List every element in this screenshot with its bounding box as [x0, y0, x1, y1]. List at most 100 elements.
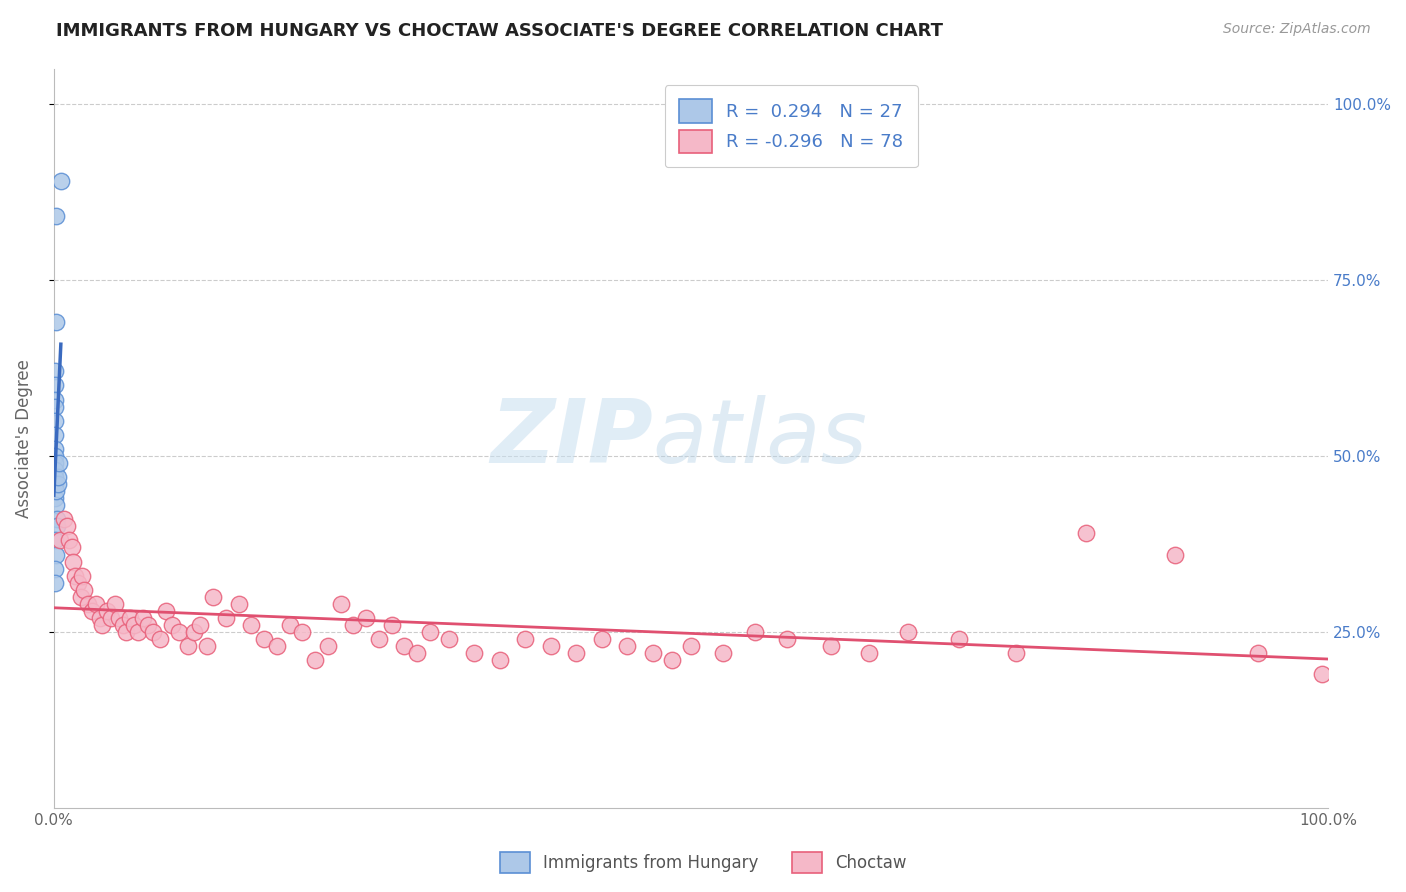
- Point: [45, 210, 67, 224]
- Text: Source: ZipAtlas.com: Source: ZipAtlas.com: [1223, 22, 1371, 37]
- Legend: R =  0.294   N = 27, R = -0.296   N = 78: R = 0.294 N = 27, R = -0.296 N = 78: [665, 85, 918, 168]
- Point: [44, 463, 66, 477]
- Point: [342, 618, 364, 632]
- Point: [44, 470, 66, 484]
- Point: [316, 639, 339, 653]
- Point: [240, 618, 263, 632]
- Point: [96, 604, 118, 618]
- Point: [62, 555, 84, 569]
- Point: [120, 611, 142, 625]
- Point: [132, 611, 155, 625]
- Point: [48, 456, 70, 470]
- Point: [49, 533, 72, 548]
- Point: [44, 400, 66, 414]
- Point: [162, 618, 184, 632]
- Point: [304, 653, 326, 667]
- Text: atlas: atlas: [652, 395, 868, 482]
- Point: [44, 491, 66, 505]
- Point: [44, 442, 66, 456]
- Point: [44, 449, 66, 463]
- Point: [69, 590, 91, 604]
- Legend: Immigrants from Hungary, Choctaw: Immigrants from Hungary, Choctaw: [494, 846, 912, 880]
- Point: [183, 625, 205, 640]
- Point: [45, 512, 67, 526]
- Point: [115, 625, 138, 640]
- Point: [489, 653, 512, 667]
- Text: IMMIGRANTS FROM HUNGARY VS CHOCTAW ASSOCIATE'S DEGREE CORRELATION CHART: IMMIGRANTS FROM HUNGARY VS CHOCTAW ASSOC…: [56, 22, 943, 40]
- Point: [70, 568, 93, 582]
- Point: [437, 632, 460, 646]
- Point: [44, 427, 66, 442]
- Point: [44, 561, 66, 575]
- Point: [775, 632, 797, 646]
- Point: [45, 484, 67, 499]
- Point: [44, 392, 66, 407]
- Point: [463, 646, 485, 660]
- Point: [215, 611, 238, 625]
- Point: [44, 477, 66, 491]
- Point: [58, 533, 80, 548]
- Point: [45, 548, 67, 562]
- Point: [100, 611, 122, 625]
- Point: [820, 639, 842, 653]
- Point: [122, 618, 145, 632]
- Point: [641, 646, 664, 660]
- Point: [65, 568, 87, 582]
- Point: [80, 604, 103, 618]
- Point: [155, 604, 177, 618]
- Point: [55, 519, 77, 533]
- Point: [948, 632, 970, 646]
- Point: [1310, 667, 1333, 681]
- Point: [266, 639, 288, 653]
- Point: [202, 590, 225, 604]
- Point: [176, 639, 198, 653]
- Point: [616, 639, 638, 653]
- Point: [897, 625, 920, 640]
- Point: [45, 498, 67, 512]
- Point: [711, 646, 734, 660]
- Point: [278, 618, 301, 632]
- Point: [354, 611, 377, 625]
- Point: [77, 597, 100, 611]
- Y-axis label: Associate's Degree: Associate's Degree: [15, 359, 32, 517]
- Point: [149, 632, 172, 646]
- Point: [73, 582, 96, 597]
- Point: [49, 174, 72, 188]
- Point: [679, 639, 702, 653]
- Point: [367, 632, 389, 646]
- Point: [744, 625, 766, 640]
- Point: [111, 618, 134, 632]
- Point: [53, 512, 76, 526]
- Point: [190, 618, 212, 632]
- Point: [44, 378, 66, 392]
- Point: [91, 618, 114, 632]
- Point: [108, 611, 131, 625]
- Point: [661, 653, 683, 667]
- Point: [89, 611, 111, 625]
- Point: [44, 414, 66, 428]
- Point: [1074, 526, 1097, 541]
- Point: [104, 597, 127, 611]
- Point: [591, 632, 613, 646]
- Point: [380, 618, 402, 632]
- Point: [142, 625, 165, 640]
- Point: [406, 646, 429, 660]
- Point: [1247, 646, 1270, 660]
- Point: [45, 519, 67, 533]
- Point: [195, 639, 218, 653]
- Point: [291, 625, 314, 640]
- Point: [46, 470, 69, 484]
- Point: [167, 625, 190, 640]
- Point: [127, 625, 149, 640]
- Point: [44, 364, 66, 378]
- Point: [60, 541, 83, 555]
- Point: [228, 597, 250, 611]
- Point: [1164, 548, 1187, 562]
- Point: [44, 533, 66, 548]
- Point: [540, 639, 562, 653]
- Point: [253, 632, 276, 646]
- Point: [45, 315, 67, 329]
- Point: [419, 625, 441, 640]
- Point: [565, 646, 588, 660]
- Point: [136, 618, 159, 632]
